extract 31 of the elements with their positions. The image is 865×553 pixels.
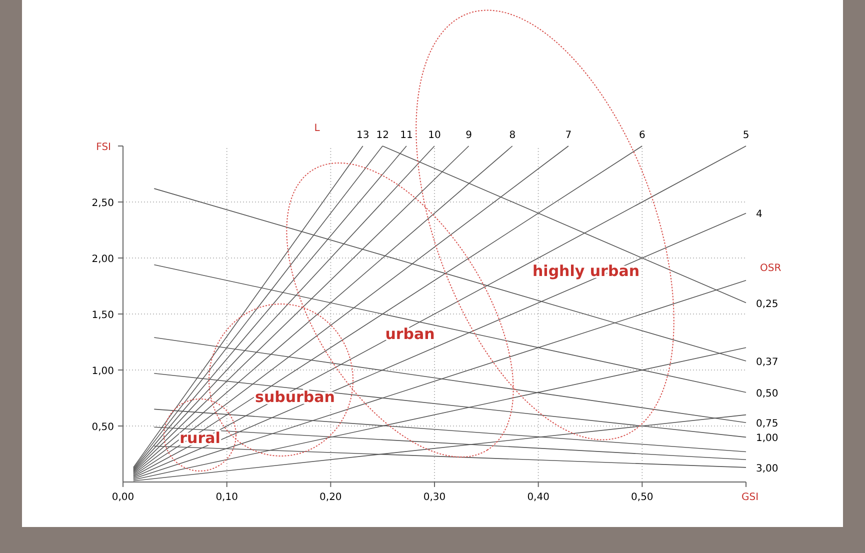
series-label: 0,25 xyxy=(756,298,778,310)
series-label: 0,50 xyxy=(756,388,778,400)
series-label: 0,37 xyxy=(756,357,778,368)
series-label: 5 xyxy=(742,130,750,141)
y-tick-label: 0,50 xyxy=(92,422,114,433)
y-tick-label: 2,50 xyxy=(92,198,114,209)
series-label: 4 xyxy=(756,209,762,220)
series-label: 6 xyxy=(638,130,646,141)
x-tick-label: 0,20 xyxy=(320,492,342,503)
series-label: 10 xyxy=(428,130,441,141)
series-label: 3,00 xyxy=(756,463,778,474)
x-tick-label: 0,00 xyxy=(112,492,134,503)
y-tick-label: 1,50 xyxy=(92,310,114,321)
series-label: 13 xyxy=(356,130,370,141)
series-label: 0,75 xyxy=(756,418,778,430)
text: L xyxy=(314,123,320,134)
x-tick-label: 0,30 xyxy=(423,492,446,503)
x-axis-title: GSI xyxy=(741,492,759,503)
series-label: 12 xyxy=(376,130,389,141)
series-label: 1,00 xyxy=(756,433,778,444)
series-label: 11 xyxy=(400,130,413,141)
y-tick-label: 1,00 xyxy=(92,366,114,377)
series-label: 9 xyxy=(466,130,472,141)
y-axis-title: FSI xyxy=(96,142,111,153)
x-tick-label: 0,50 xyxy=(631,492,654,503)
y-tick-label: 2,00 xyxy=(92,254,114,265)
x-tick-label: 0,40 xyxy=(527,492,550,503)
text: OSR xyxy=(760,263,782,274)
series-label: 8 xyxy=(509,130,516,141)
x-tick-label: 0,10 xyxy=(216,492,238,503)
series-label: 7 xyxy=(565,130,572,141)
